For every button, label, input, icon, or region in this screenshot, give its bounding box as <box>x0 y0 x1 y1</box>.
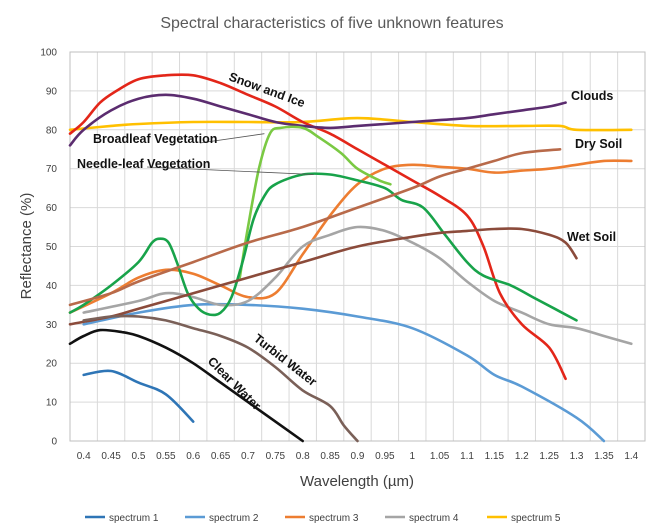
x-tick-label: 0.9 <box>351 451 365 462</box>
y-tick-label: 90 <box>46 86 58 97</box>
x-tick-label: 0.95 <box>375 451 395 462</box>
x-tick-label: 1 <box>409 451 415 462</box>
leader-line <box>199 133 265 144</box>
y-tick-label: 60 <box>46 203 58 214</box>
y-tick-label: 40 <box>46 281 58 292</box>
chart-title: Spectral characteristics of five unknown… <box>160 15 503 32</box>
line-needle-leaf-vegetation <box>68 172 578 322</box>
line-wet-soil <box>68 227 578 326</box>
leader-line <box>146 166 314 175</box>
y-tick-label: 10 <box>46 398 58 409</box>
line-spectrum-1 <box>82 369 195 423</box>
y-tick-label: 70 <box>46 164 58 175</box>
line-dry-soil <box>68 148 562 307</box>
x-axis-label: Wavelength (µm) <box>300 473 414 490</box>
line-turbid-water <box>82 314 359 443</box>
x-tick-label: 0.5 <box>131 451 145 462</box>
x-tick-label: 0.65 <box>211 451 231 462</box>
line-spectrum-5 <box>68 116 633 132</box>
legend-label: spectrum 5 <box>511 513 561 524</box>
line-spectrum-2 <box>82 302 606 443</box>
x-tick-label: 0.45 <box>101 451 121 462</box>
y-tick-label: 80 <box>46 125 58 136</box>
label-dry-soil: Dry Soil <box>575 137 622 151</box>
label-wet-soil: Wet Soil <box>567 230 616 244</box>
line-clouds <box>68 93 567 147</box>
label-broadleaf-vegetation: Broadleaf Vegetation <box>93 132 217 146</box>
legend-label: spectrum 2 <box>209 513 259 524</box>
x-tick-label: 1.35 <box>594 451 614 462</box>
x-tick-label: 1.1 <box>460 451 474 462</box>
legend-label: spectrum 1 <box>109 513 159 524</box>
y-tick-label: 20 <box>46 359 58 370</box>
y-axis-label: Reflectance (%) <box>18 193 35 300</box>
x-tick-labels: 0.4 0.45 0.5 0.55 0.6 0.65 0.7 0.75 0.8 0.85 0.9 0.… <box>77 451 639 462</box>
x-tick-label: 0.8 <box>296 451 310 462</box>
y-tick-label: 100 <box>40 48 57 59</box>
line-clear-water <box>68 328 304 443</box>
legend-label: spectrum 3 <box>309 513 359 524</box>
line-spectrum-4 <box>82 225 633 346</box>
x-tick-label: 0.85 <box>320 451 340 462</box>
label-needle-leaf-vegetation: Needle-leaf Vegetation <box>77 157 210 171</box>
x-tick-label: 1.15 <box>485 451 505 462</box>
x-tick-label: 1.25 <box>539 451 559 462</box>
x-tick-label: 1.2 <box>515 451 529 462</box>
y-tick-labels: 0 10 20 30 40 50 60 70 80 90 100 <box>40 48 57 448</box>
line-spectrum-3 <box>68 159 633 314</box>
feature-labels: Snow and Ice Clouds Broadleaf Vegetation… <box>77 70 622 413</box>
x-tick-label: 0.55 <box>156 451 176 462</box>
x-tick-label: 0.75 <box>266 451 286 462</box>
x-tick-label: 0.6 <box>186 451 200 462</box>
y-tick-label: 0 <box>51 437 57 448</box>
x-tick-label: 1.3 <box>570 451 584 462</box>
label-clouds: Clouds <box>571 89 613 103</box>
y-tick-label: 50 <box>46 242 58 253</box>
x-tick-label: 0.7 <box>241 451 255 462</box>
y-tick-label: 30 <box>46 320 58 331</box>
legend-label: spectrum 4 <box>409 513 459 524</box>
series-lines <box>68 73 633 443</box>
line-broadleaf-vegetation <box>238 125 392 279</box>
x-tick-label: 1.05 <box>430 451 450 462</box>
legend: spectrum 1 spectrum 2 spectrum 3 spectrum 4… <box>85 513 561 524</box>
x-tick-label: 0.4 <box>77 451 91 462</box>
x-tick-label: 1.4 <box>624 451 638 462</box>
